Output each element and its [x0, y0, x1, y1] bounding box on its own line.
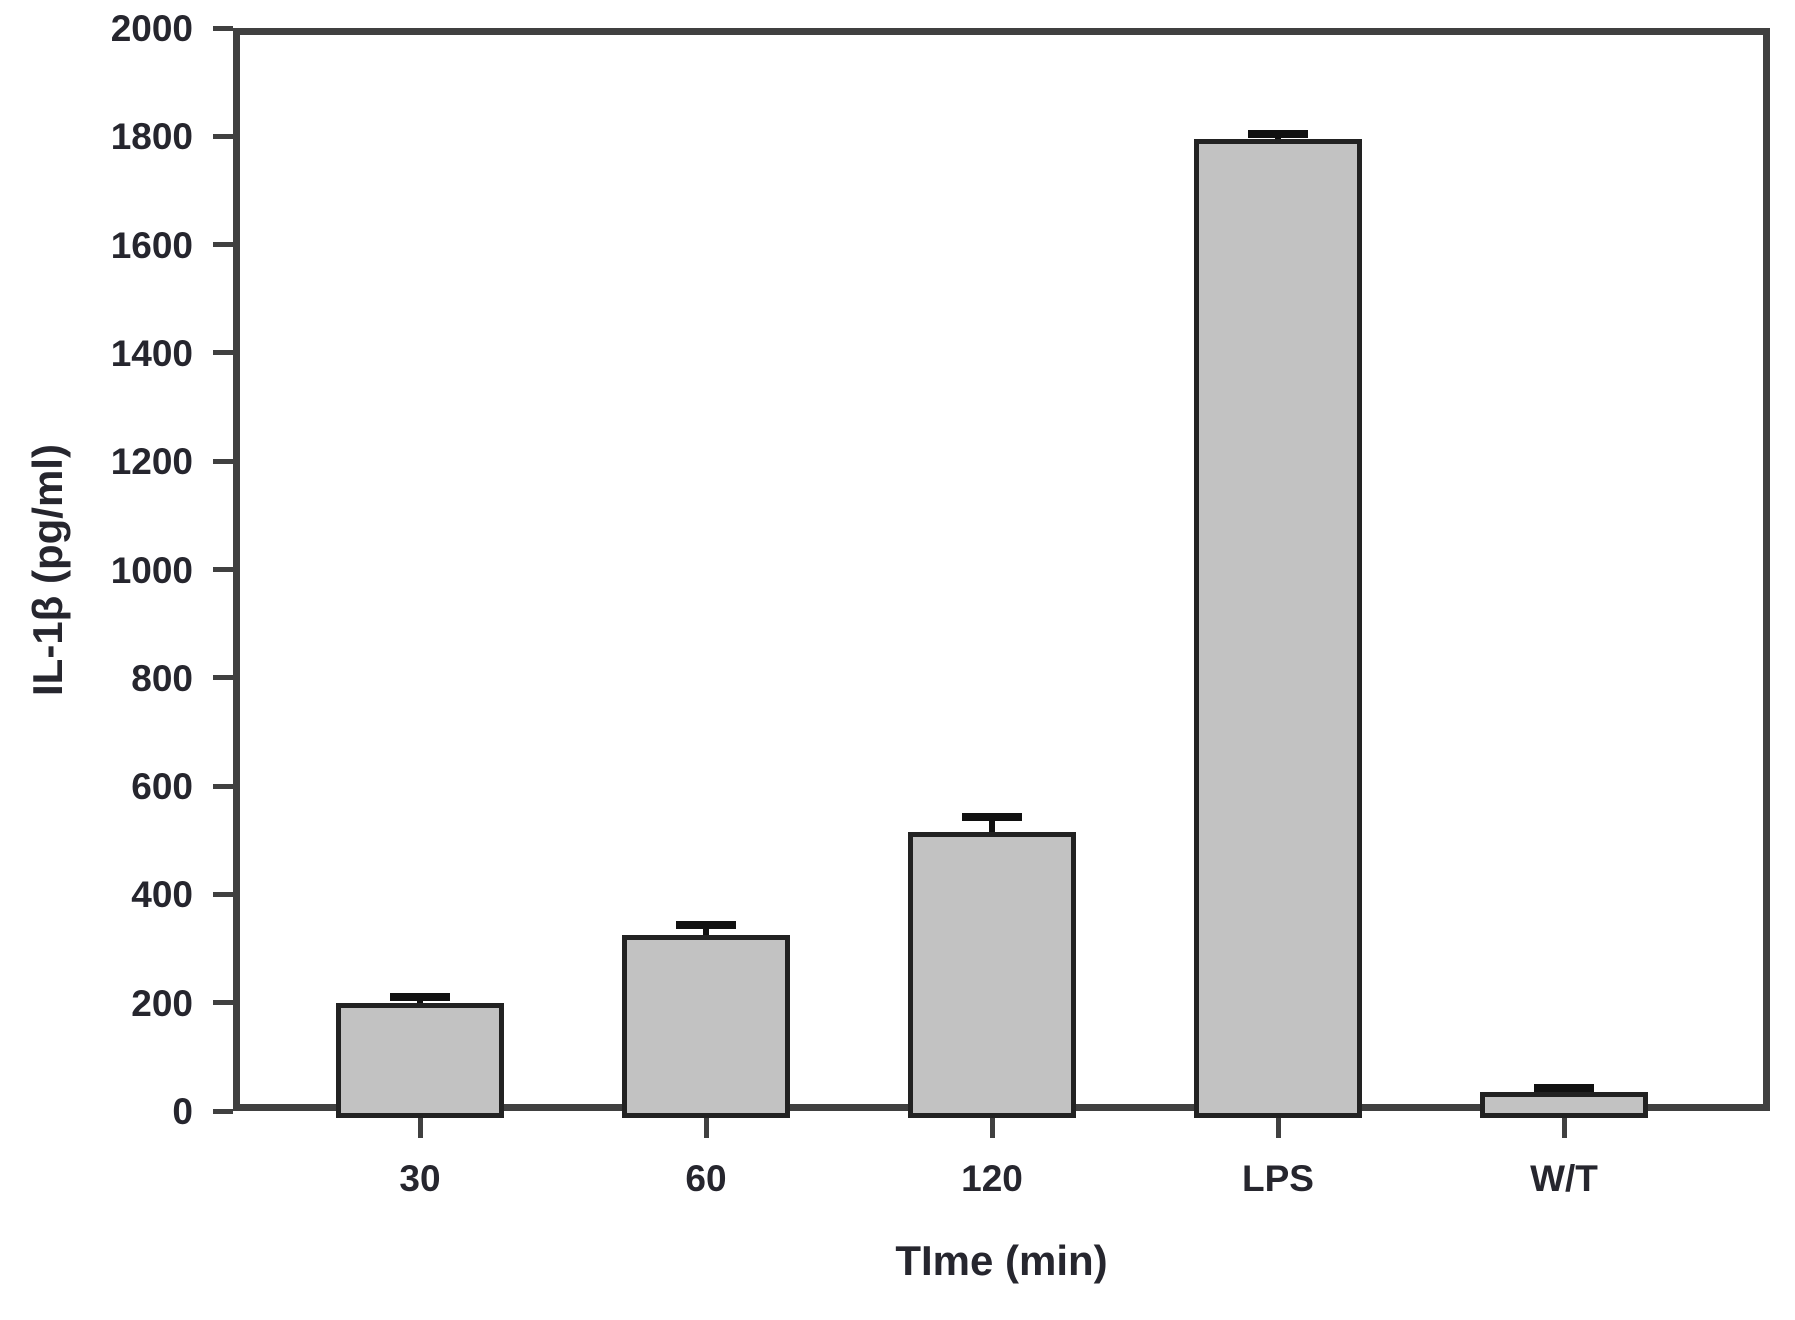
y-tick — [213, 242, 233, 248]
bar-30 — [336, 1002, 504, 1118]
error-bar-cap — [676, 921, 736, 930]
error-bar-cap — [390, 993, 450, 1002]
y-tick-label: 600 — [131, 766, 193, 808]
y-tick — [213, 133, 233, 139]
y-tick — [213, 783, 233, 789]
error-bar-whisker — [1275, 133, 1281, 143]
y-tick — [213, 675, 233, 681]
x-tick — [989, 1118, 995, 1138]
x-tick-label: 120 — [961, 1158, 1023, 1199]
y-tick-label: 200 — [131, 982, 193, 1024]
x-tick — [1561, 1118, 1567, 1138]
bar-lps — [1194, 139, 1362, 1118]
x-tick-label: 30 — [399, 1158, 441, 1199]
bar-w-t — [1480, 1092, 1648, 1118]
y-tick-label: 1000 — [110, 549, 193, 591]
y-tick — [213, 1000, 233, 1006]
bar-60 — [622, 935, 790, 1118]
x-tick-label: 60 — [685, 1158, 727, 1199]
x-axis-title: TIme (min) — [895, 1237, 1108, 1284]
bar-120 — [908, 832, 1076, 1118]
y-tick-label: 1600 — [110, 224, 193, 266]
y-tick — [213, 25, 233, 31]
y-tick — [213, 350, 233, 356]
error-bar-whisker — [1561, 1087, 1567, 1097]
error-bar-cap — [1248, 129, 1308, 138]
error-bar-whisker — [417, 997, 423, 1007]
y-tick-label: 400 — [131, 874, 193, 916]
y-tick — [213, 891, 233, 897]
x-tick — [703, 1118, 709, 1138]
y-tick-label: 1400 — [110, 332, 193, 374]
error-bar-cap — [962, 812, 1022, 821]
y-tick — [213, 458, 233, 464]
x-tick-label: LPS — [1242, 1158, 1314, 1199]
y-tick-label: 1800 — [110, 116, 193, 158]
y-tick-label: 0 — [172, 1091, 193, 1132]
y-tick-label: 800 — [131, 657, 193, 699]
x-tick — [1275, 1118, 1281, 1138]
y-tick-label: 1200 — [110, 441, 193, 483]
y-tick — [213, 567, 233, 572]
x-tick — [417, 1118, 423, 1138]
error-bar-whisker — [703, 925, 709, 939]
y-tick — [213, 1108, 233, 1114]
error-bar-whisker — [989, 816, 995, 837]
y-tick-label: 2000 — [110, 8, 193, 49]
error-bar-cap — [1534, 1083, 1594, 1092]
x-tick-label: W/T — [1530, 1158, 1598, 1199]
